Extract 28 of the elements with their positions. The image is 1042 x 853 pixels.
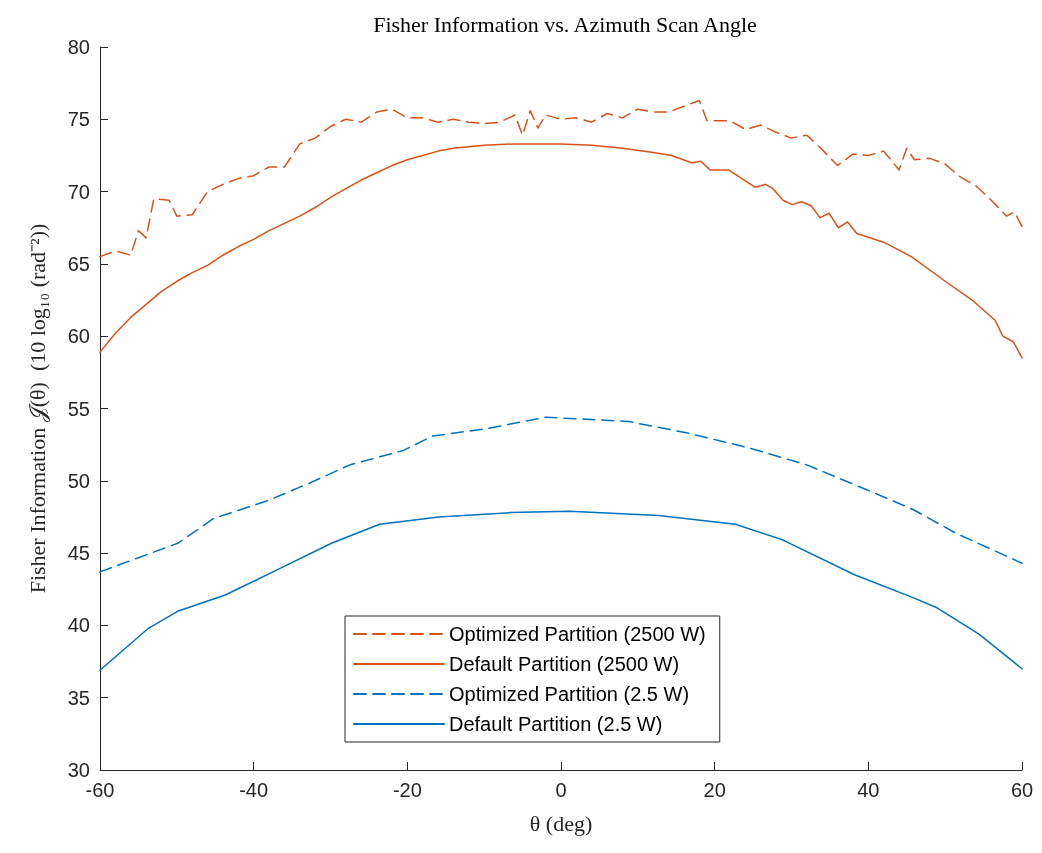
line-series xyxy=(99,99,1023,258)
x-tick-label: -20 xyxy=(392,779,422,801)
x-tick-label: 40 xyxy=(857,779,880,801)
x-tick-label: 60 xyxy=(1010,779,1034,801)
line-series xyxy=(99,143,1023,359)
y-tick-label: 75 xyxy=(67,108,90,131)
x-tick-label: 0 xyxy=(555,779,567,801)
y-tick-label: 55 xyxy=(67,397,90,420)
chart-title: Fisher Information vs. Azimuth Scan Angle xyxy=(373,11,757,37)
line-series xyxy=(99,416,1023,573)
y-tick-label: 70 xyxy=(67,180,90,203)
y-tick-label: 35 xyxy=(67,686,90,709)
legend-label: Default Partition (2500 W) xyxy=(449,653,680,675)
legend-label: Optimized Partition (2500 W) xyxy=(449,623,706,645)
legend-label: Default Partition (2.5 W) xyxy=(449,713,663,735)
y-tick-label: 65 xyxy=(67,252,90,275)
y-tick-label: 45 xyxy=(67,542,90,565)
y-tick-label: 60 xyxy=(67,325,90,348)
x-tick-label: 20 xyxy=(703,779,726,801)
x-tick-label: -40 xyxy=(239,779,269,801)
y-axis-title: Fisher Information 𝒥(θ) (10 log₁₀ (rad⁻²)) xyxy=(24,223,50,594)
y-tick-label: 80 xyxy=(67,36,90,58)
legend-label: Optimized Partition (2.5 W) xyxy=(449,683,690,705)
y-tick-label: 30 xyxy=(67,759,90,781)
x-axis-title: θ (deg) xyxy=(529,810,593,836)
x-tick-label: -60 xyxy=(85,779,115,801)
y-tick-label: 40 xyxy=(67,614,90,637)
y-tick-label: 50 xyxy=(67,469,90,492)
